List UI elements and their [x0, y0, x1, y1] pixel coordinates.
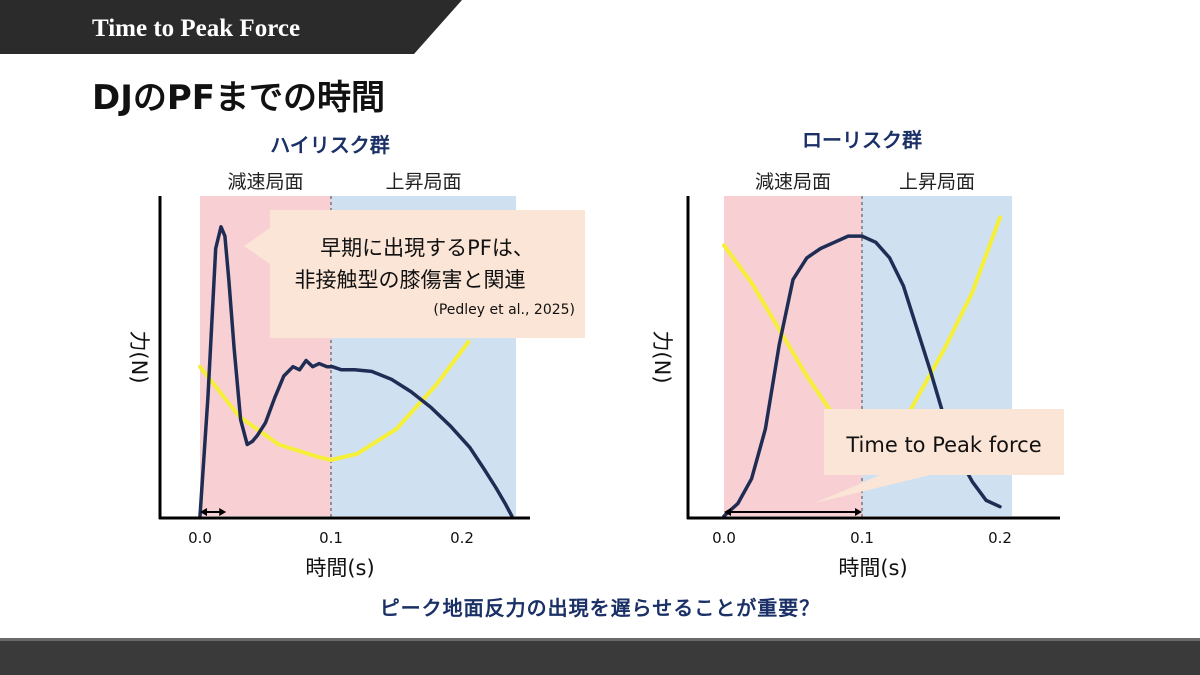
callout-tail	[244, 228, 270, 264]
arrow-head-left	[200, 508, 207, 516]
phase-label-ascending: 上昇局面	[385, 171, 461, 193]
x-tick-label: 0.1	[319, 529, 343, 547]
x-tick-label: 0.0	[188, 529, 212, 547]
x-tick-label: 0.2	[450, 529, 474, 547]
x-axis-label: 時間(s)	[838, 556, 907, 580]
arrow-head-right	[855, 508, 862, 516]
phase-label-deceleration: 減速局面	[227, 171, 303, 193]
arrow-head-right	[219, 508, 227, 516]
x-tick-label: 0.2	[988, 529, 1012, 547]
low-risk-chart: 減速局面 上昇局面 ローリスク群 0.0 0.1 0.2 時間(s) 力(N) Time to …	[650, 128, 1064, 580]
arrow-head-left	[724, 508, 731, 516]
footer-band-edge	[0, 638, 1200, 641]
callout-text-line: Time to Peak force	[845, 433, 1041, 457]
x-tick-label: 0.1	[850, 529, 874, 547]
callout-citation: (Pedley et al., 2025)	[433, 302, 575, 318]
y-axis-label: 力(N)	[127, 330, 151, 383]
header-banner	[0, 0, 462, 54]
phase-label-deceleration: 減速局面	[755, 171, 831, 193]
header-banner-shape	[0, 0, 462, 54]
phase-label-ascending: 上昇局面	[899, 171, 975, 193]
x-tick-label: 0.0	[712, 529, 736, 547]
callout-box	[270, 210, 585, 338]
callout-box	[824, 409, 1064, 475]
y-axis-label: 力(N)	[650, 330, 674, 383]
banner-title: Time to Peak Force	[92, 15, 301, 42]
callout-text-line: 早期に出現するPFは、	[320, 236, 534, 260]
high-risk-chart: 減速局面 上昇局面 ハイリスク群 0.0 0.1 0.2 時間(s) 力(N) 早期に出現するP…	[127, 133, 585, 580]
x-axis-label: 時間(s)	[305, 556, 374, 580]
charts-area: 減速局面 上昇局面 ハイリスク群 0.0 0.1 0.2 時間(s) 力(N) 早期に出現するP…	[127, 128, 1064, 580]
slide-title: DJのPFまでの時間	[92, 78, 386, 118]
force-curve	[198, 225, 514, 518]
conclusion-text: ピーク地面反力の出現を遅らせることが重要？	[379, 596, 821, 620]
footer-band	[0, 638, 1200, 675]
callout-tail	[815, 475, 930, 503]
callout-text-line: 非接触型の膝傷害と関連	[295, 268, 526, 292]
group-title: ハイリスク群	[270, 133, 390, 157]
group-title: ローリスク群	[802, 128, 922, 152]
